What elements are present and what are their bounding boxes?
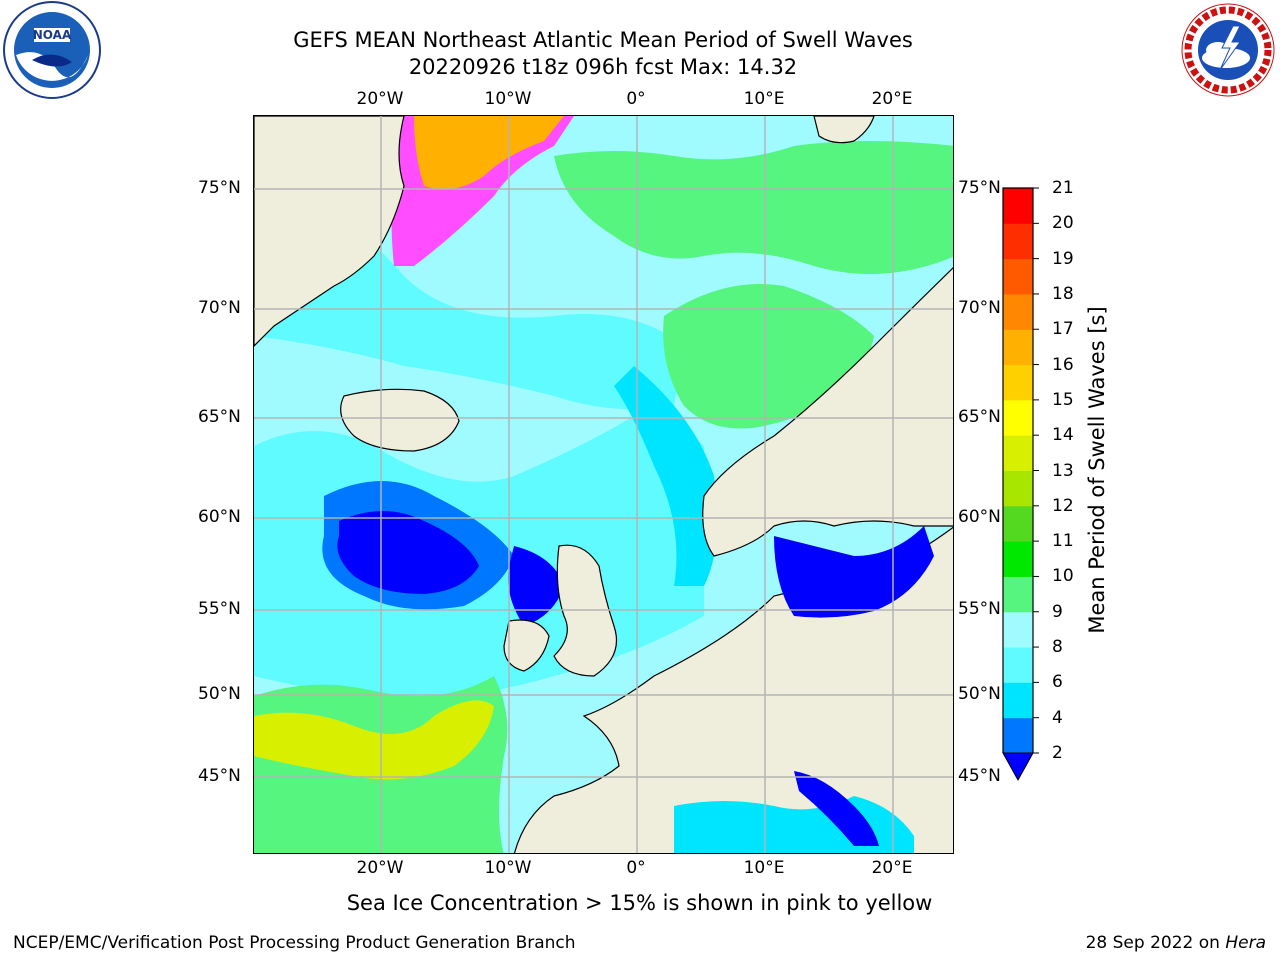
colorbar-label: 10	[1052, 566, 1074, 587]
colorbar-segment	[1003, 435, 1033, 471]
left-lat-label: 60°N	[198, 507, 241, 527]
colorbar-segment	[1003, 293, 1033, 330]
bottom-lon-label: 20°E	[871, 858, 913, 878]
bottom-lon-label: 10°W	[484, 858, 532, 878]
zone-yellow-south	[254, 700, 494, 780]
colorbar-segment	[1003, 647, 1033, 683]
colorbar-label: 2	[1052, 743, 1063, 763]
zone-1s-atlantic	[337, 511, 479, 594]
bottom-lon-label: 20°W	[356, 858, 404, 878]
right-lat-label: 55°N	[958, 599, 1001, 619]
top-lon-label: 20°W	[356, 89, 404, 109]
colorbar-segment	[1003, 682, 1033, 719]
zone-baltic	[774, 526, 934, 618]
zone-green-norway	[663, 284, 874, 429]
colorbar-label: 6	[1052, 672, 1063, 693]
graticule	[254, 116, 953, 853]
zone-2s-north-sea	[508, 546, 564, 626]
noaa-logo: NOAA	[3, 1, 101, 99]
bottom-lon-label: 0°	[626, 858, 646, 878]
land-greenland	[254, 116, 405, 347]
left-lat-label: 70°N	[198, 298, 241, 318]
bottom-lon-label: 10°E	[743, 858, 785, 878]
right-lat-label: 60°N	[958, 507, 1001, 527]
land-ireland	[503, 619, 550, 672]
footer-date: 28 Sep 2022 on Hera	[1086, 933, 1266, 953]
right-lat-label: 70°N	[958, 298, 1001, 318]
colorbar-segment	[1003, 541, 1033, 577]
colorbar-label: 16	[1052, 354, 1074, 375]
colorbar-label: 15	[1052, 389, 1074, 410]
colorbar-segment	[1003, 364, 1033, 401]
colorbar-segment	[1003, 717, 1033, 754]
right-lat-label: 50°N	[958, 684, 1001, 704]
chart-title: GEFS MEAN Northeast Atlantic Mean Period…	[293, 28, 913, 52]
zone-green-barents	[554, 141, 953, 274]
colorbar-label: 14	[1052, 425, 1074, 446]
colorbar-extend-arrow	[1002, 752, 1034, 782]
colorbar-label: 11	[1052, 531, 1074, 552]
zone-adriatic	[794, 771, 879, 846]
colorbar-label: 18	[1052, 283, 1074, 304]
map-panel	[253, 115, 954, 854]
colorbar-label: 21	[1052, 178, 1074, 198]
left-lat-label: 65°N	[198, 407, 241, 427]
left-lat-label: 45°N	[198, 766, 241, 786]
chart-subtitle: 20220926 t18z 096h fcst Max: 14.32	[408, 55, 798, 79]
colorbar-segment	[1003, 576, 1033, 613]
colorbar-label: 19	[1052, 248, 1074, 269]
colorbar	[1002, 187, 1039, 782]
map-canvas	[254, 116, 953, 853]
top-lon-label: 20°E	[871, 89, 913, 109]
right-lat-label: 65°N	[958, 407, 1001, 427]
colorbar-segment	[1003, 223, 1033, 260]
colorbar-label: 17	[1052, 319, 1074, 340]
colorbar-title: Mean Period of Swell Waves [s]	[1085, 306, 1109, 634]
colorbar-label: 13	[1052, 460, 1074, 481]
colorbar-label: 4	[1052, 707, 1063, 728]
zone-4s-east	[614, 366, 718, 586]
left-lat-label: 50°N	[198, 684, 241, 704]
colorbar-label: 8	[1052, 637, 1063, 658]
colorbar-segment	[1003, 329, 1033, 366]
colorbar-label: 9	[1052, 601, 1063, 622]
colorbar-segment	[1003, 505, 1033, 542]
top-lon-label: 10°E	[743, 89, 785, 109]
land-svalbard	[813, 116, 875, 144]
colorbar-label: 20	[1052, 213, 1074, 234]
svg-text:NOAA: NOAA	[33, 28, 72, 42]
land-iceland	[340, 388, 460, 452]
left-lat-label: 75°N	[198, 178, 241, 198]
sea-ice-note: Sea Ice Concentration > 15% is shown in …	[346, 891, 933, 915]
zone-ice-core	[414, 116, 564, 190]
colorbar-segment	[1003, 470, 1033, 507]
nws-logo	[1181, 3, 1275, 97]
colorbar-segment	[1003, 258, 1033, 295]
top-lon-label: 0°	[626, 89, 646, 109]
colorbar-segment	[1003, 188, 1033, 224]
colorbar-label: 12	[1052, 495, 1074, 516]
left-lat-label: 55°N	[198, 599, 241, 619]
colorbar-segment	[1003, 399, 1033, 436]
top-lon-label: 10°W	[484, 89, 532, 109]
right-lat-label: 75°N	[958, 178, 1001, 198]
footer-date-text: 28 Sep 2022 on	[1085, 933, 1220, 953]
footer-credit: NCEP/EMC/Verification Post Processing Pr…	[13, 933, 576, 953]
right-lat-label: 45°N	[958, 766, 1001, 786]
colorbar-segment	[1003, 611, 1033, 648]
footer-host: Hera	[1225, 933, 1266, 953]
